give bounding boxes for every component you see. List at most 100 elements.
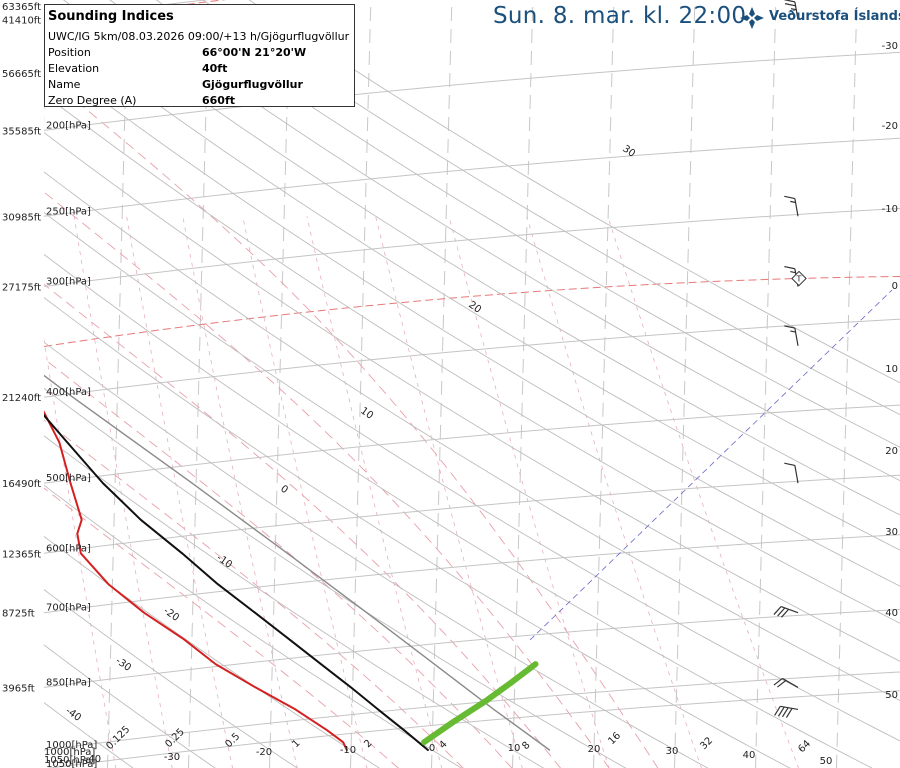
mixing-ratio-line (526, 216, 702, 768)
isobar-line (44, 404, 900, 484)
wind-barbs: TT (773, 0, 807, 718)
wind-barb (784, 325, 799, 346)
bottom-temp-label: -30 (164, 752, 180, 763)
mixing-ratio-line (375, 216, 523, 768)
wind-barb-half (790, 8, 797, 11)
wind-barb-flag (774, 705, 781, 716)
moist-adiabat-line (44, 73, 659, 768)
dry-adiabat-label: 0 (278, 483, 290, 496)
dry-adiabat-label: -20 (161, 605, 181, 623)
mixing-ratio-label: 8 (520, 740, 532, 752)
pressure-label: 1000[hPa] (46, 740, 97, 751)
tropopause-marker (791, 270, 807, 287)
series-lcl-segment (421, 661, 539, 746)
height-label: 30985ft (2, 212, 41, 223)
isobar-line (44, 137, 900, 217)
sounding-indices-title: Sounding Indices (48, 9, 174, 24)
dry-adiabat-line (44, 484, 463, 768)
bottom-temp-label: 20 (588, 744, 601, 755)
bottom-pressure-label: 1050[hPa] (44, 755, 95, 766)
isotherm-line (674, 0, 696, 768)
height-label: 12365ft (2, 549, 41, 560)
pressure-label: 250[hPa] (46, 206, 91, 217)
right-temp-tick: -30 (882, 41, 898, 52)
isotherm-line (593, 0, 615, 768)
forecast-time-title: Sun. 8. mar. kl. 22:00 (493, 3, 747, 29)
wind-barb-flag (785, 708, 793, 718)
isotherm-line (107, 0, 129, 768)
dry-adiabat-label: -40 (63, 705, 83, 723)
mixing-ratio-line (182, 216, 298, 768)
pressure-label: 400[hPa] (46, 387, 91, 398)
mixing-ratio-line (607, 216, 799, 768)
bottom-temp-label: -20 (256, 747, 272, 758)
wind-barb-shaft (794, 198, 799, 217)
moist-adiabat-line (44, 487, 399, 768)
wind-barb-shaft (780, 705, 799, 711)
isotherm-line (269, 0, 291, 768)
dry-adiabat-label: -30 (113, 655, 133, 673)
wind-barb-shaft (794, 465, 799, 484)
pressure-label: 600[hPa] (46, 543, 91, 554)
mixing-ratio-line (448, 216, 610, 768)
logo-text: Veðurstofa Íslands (769, 9, 900, 24)
wind-barb-flag (773, 606, 782, 615)
series-temperature (44, 413, 429, 751)
mixing-ratio-label: 32 (698, 735, 715, 752)
sounding-indices-box: Sounding Indices UWC/IG 5km/08.03.2026 0… (44, 4, 355, 107)
dry-adiabat-line (44, 341, 709, 768)
series-parcel (44, 374, 551, 751)
height-label: 56665ft (2, 69, 41, 80)
sounding-traces (44, 374, 551, 751)
right-temp-tick: 40 (885, 608, 898, 619)
right-temp-tick: 10 (885, 364, 898, 375)
right-temp-tick: 50 (885, 690, 898, 701)
bottom-temp-label: 50 (820, 756, 833, 767)
moist-adiabat-line (44, 191, 610, 768)
right-temp-tick: -20 (882, 121, 898, 132)
model-run-text: UWC/IG 5km/08.03.2026 09:00/+13 h/Gjögur… (48, 30, 350, 43)
wind-barb-flag (784, 325, 795, 329)
dry-adiabat-label: 30 (620, 143, 637, 159)
isotherm-line (188, 0, 210, 768)
mixing-ratio-line (306, 216, 443, 768)
dry-adiabat-line (44, 253, 873, 768)
right-temp-tick: 20 (885, 446, 898, 457)
info-value: 66°00'N 21°20'W (202, 46, 307, 59)
wind-barb-flag (778, 706, 785, 717)
dry-adiabat-label: -10 (214, 552, 234, 570)
height-label: 27175ft (2, 282, 41, 293)
dry-adiabat-line (44, 297, 791, 768)
mixing-ratio-label: 16 (606, 730, 623, 747)
wind-barb (784, 195, 799, 217)
wind-barb-flag (781, 707, 789, 718)
pressure-label: 700[hPa] (46, 603, 91, 614)
info-label: Name (48, 78, 81, 91)
isotherm-line (431, 0, 453, 768)
bottom-pressure-label: 1000[hPa] (44, 747, 95, 758)
dry-adiabat-label: 10 (358, 405, 375, 421)
isotherm-line (836, 0, 858, 768)
info-label: Zero Degree (A) (48, 94, 137, 107)
wind-barb-shaft (780, 605, 799, 614)
pressure-label: 500[hPa] (46, 473, 91, 484)
mixing-ratio-label: 2 (362, 738, 374, 750)
moist-adiabat-line (44, 358, 513, 768)
wind-barb-flag (777, 607, 786, 617)
bottom-temp-label: -10 (340, 745, 356, 756)
pressure-label: 200[hPa] (46, 120, 91, 131)
height-label: 3965ft (2, 683, 35, 694)
wind-barb-shaft (794, 1, 799, 20)
dry-adiabat-line (44, 589, 298, 768)
wind-barb-flag (777, 679, 787, 688)
info-label: Elevation (48, 62, 100, 75)
info-value: 660ft (202, 94, 236, 107)
